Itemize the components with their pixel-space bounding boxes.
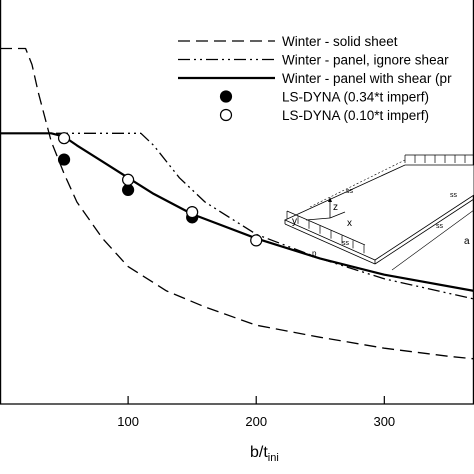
inset-label-y: y: [292, 216, 297, 227]
legend-swatch-5: [219, 108, 233, 122]
inset-label-p: p: [312, 249, 317, 258]
marker-layer: [57, 132, 263, 247]
dimension-line-a: [391, 209, 474, 271]
x-axis-label-main: b/t: [250, 444, 268, 461]
legend: Winter - solid sheet Winter - panel, igno…: [178, 34, 452, 123]
inset-label-z: z: [333, 202, 338, 213]
marker-2-point-2: [122, 173, 135, 186]
front-load-bar: [286, 210, 366, 246]
x-axis-arrow: [329, 211, 346, 219]
plate-front-edge-bottom: [284, 223, 376, 265]
marker-1-point-1: [57, 153, 71, 166]
inset-label-a: a: [464, 236, 470, 247]
legend-label-1: Winter - solid sheet: [282, 34, 398, 49]
legend-label-4: LS-DYNA (0.34*t imperf): [282, 90, 429, 105]
x-axis-label-subscript: ini: [267, 452, 279, 465]
inset-label-ss-3: ss: [342, 240, 350, 247]
marker-2-point-4: [250, 234, 263, 247]
x-axis-label: b/tini: [250, 444, 279, 464]
marker-2-point-1: [57, 132, 71, 145]
plate-schematic-inset: ss ss ss ss y z x p a: [284, 154, 474, 271]
back-edge-load-arrows: [404, 154, 474, 163]
x-tick-label-300: 300: [373, 414, 395, 429]
front-edge-load-arrows: [286, 210, 366, 254]
inset-label-ss-4: ss: [436, 223, 444, 230]
plate-right-edge-bottom: [374, 198, 474, 265]
plate-top-face: [284, 164, 474, 261]
series-line-1: [0, 47, 474, 360]
x-ticks: 100 200 300: [117, 396, 395, 429]
legend-label-2: Winter - panel, ignore shear: [282, 53, 449, 68]
inset-label-x: x: [347, 218, 352, 229]
marker-1-point-2: [122, 183, 135, 196]
z-axis-arrowhead: [328, 197, 332, 202]
marker-2-point-3: [186, 206, 199, 219]
legend-label-5: LS-DYNA (0.10*t imperf): [282, 108, 429, 123]
inset-label-ss-2: ss: [450, 192, 458, 199]
inset-label-ss-1: ss: [346, 188, 354, 195]
x-tick-label-100: 100: [117, 414, 139, 429]
x-tick-label-200: 200: [245, 414, 267, 429]
dimension-line-top: [309, 159, 406, 208]
legend-swatch-4: [219, 90, 233, 103]
legend-label-3: Winter - panel with shear (pr: [282, 71, 452, 86]
y-axis-arrow: [305, 217, 331, 221]
